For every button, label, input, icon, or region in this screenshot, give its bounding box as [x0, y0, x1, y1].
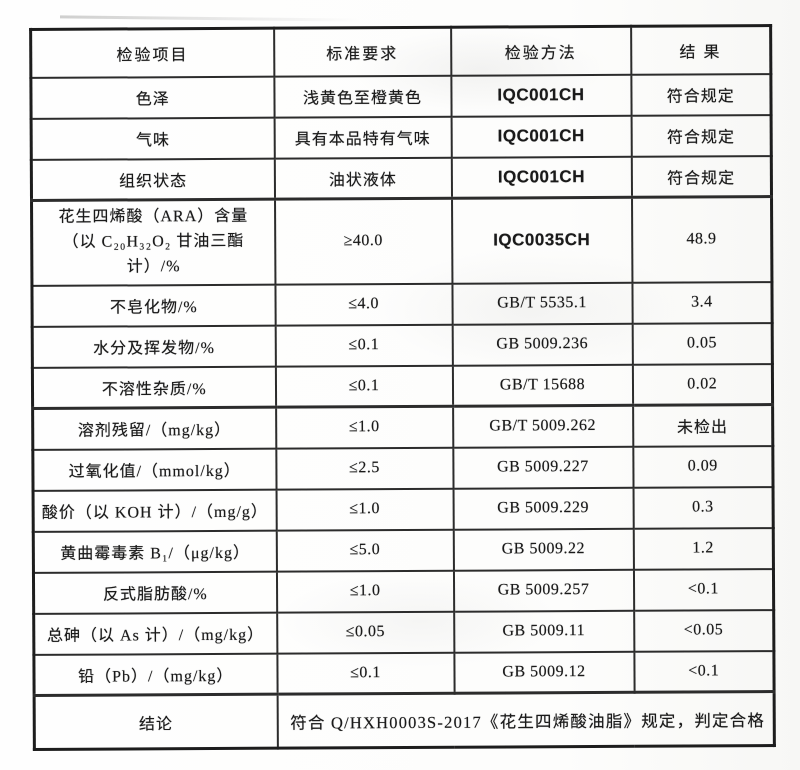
cell-method: GB 5009.229: [453, 487, 634, 530]
table-row: 气味 具有本品特有气味 IQC001CH 符合规定: [31, 114, 772, 160]
cell-result: <0.05: [633, 609, 774, 652]
cell-method: GB/T 5535.1: [451, 282, 633, 325]
cell-standard: 浅黄色至橙黄色: [273, 75, 452, 118]
cell-item: 黄曲霉毒素 B₁/（μg/kg）: [33, 530, 277, 573]
cell-method: IQC001CH: [451, 115, 632, 158]
cell-standard: 油状液体: [274, 157, 452, 200]
cell-standard: ≤1.0: [276, 488, 454, 531]
cell-standard: ≤0.1: [275, 324, 453, 367]
cell-item: 花生四烯酸（ARA）含量 （以 C₂₀H₃₂O₂ 甘油三酯计）/%: [31, 199, 275, 286]
cell-item: 铅（Pb）/（mg/kg）: [33, 653, 278, 696]
cell-result: 0.02: [632, 363, 773, 406]
cell-result: 符合规定: [631, 155, 772, 198]
cell-method: GB 5009.22: [453, 528, 634, 571]
conclusion-label: 结论: [34, 694, 278, 750]
cell-method: IQC001CH: [450, 74, 632, 117]
table-row: 不皂化物/% ≤4.0 GB/T 5535.1 3.4: [31, 281, 773, 327]
cell-item: 酸价（以 KOH 计）/（mg/g）: [33, 489, 277, 532]
cell-result: 0.09: [632, 445, 774, 488]
table-row: 色泽 浅黄色至橙黄色 IQC001CH 符合规定: [30, 73, 772, 119]
table-row: 花生四烯酸（ARA）含量 （以 C₂₀H₃₂O₂ 甘油三酯计）/% ≥40.0 …: [31, 196, 772, 286]
cell-item: 不皂化物/%: [31, 284, 276, 327]
scan-edge-shadow: [59, 15, 361, 22]
cell-method: GB 5009.12: [453, 651, 635, 694]
table-row: 过氧化值/（mmol/kg） ≤2.5 GB 5009.227 0.09: [32, 445, 774, 491]
header-method: 检验方法: [450, 26, 631, 76]
cell-item: 气味: [31, 117, 275, 160]
header-standard: 标准要求: [273, 27, 451, 77]
cell-result: 1.2: [633, 527, 774, 570]
cell-result: 符合规定: [631, 114, 772, 157]
table-row: 黄曲霉毒素 B₁/（μg/kg） ≤5.0 GB 5009.22 1.2: [33, 527, 774, 573]
cell-standard: ≤5.0: [276, 529, 454, 572]
table-row: 水分及挥发物/% ≤0.1 GB 5009.236 0.05: [32, 322, 773, 368]
cell-item: 组织状态: [31, 158, 275, 201]
table-row: 组织状态 油状液体 IQC001CH 符合规定: [31, 155, 772, 201]
cell-method: IQC0035CH: [451, 197, 632, 284]
cell-method: GB/T 15688: [452, 364, 633, 407]
cell-item: 水分及挥发物/%: [32, 325, 276, 368]
cell-method: GB 5009.227: [452, 446, 634, 489]
cell-item: 反式脂肪酸/%: [33, 571, 277, 614]
cell-standard: 具有本品特有气味: [274, 116, 452, 159]
table-row: 酸价（以 KOH 计）/（mg/g） ≤1.0 GB 5009.229 0.3: [33, 486, 774, 532]
item-line-2: （以 C₂₀H₃₂O₂ 甘油三酯计）/%: [62, 232, 245, 276]
cell-method: IQC001CH: [451, 156, 632, 199]
cell-method: GB 5009.236: [452, 323, 633, 366]
cell-item: 色泽: [30, 76, 275, 119]
table-row: 溶剂残留/（mg/kg） ≤1.0 GB/T 5009.262 未检出: [32, 404, 773, 450]
cell-result: <0.1: [633, 650, 775, 693]
cell-item: 不溶性杂质/%: [32, 366, 276, 409]
cell-result: <0.1: [633, 568, 774, 611]
table-row: 总砷（以 As 计）/（mg/kg） ≤0.05 GB 5009.11 <0.0…: [33, 609, 774, 655]
cell-standard: ≤2.5: [275, 447, 454, 490]
item-line-1: 花生四烯酸（ARA）含量: [58, 207, 249, 226]
cell-standard: ≤1.0: [275, 406, 453, 449]
cell-method: GB/T 5009.262: [452, 405, 633, 448]
header-result: 结 果: [630, 25, 771, 75]
table-row: 不溶性杂质/% ≤0.1 GB/T 15688 0.02: [32, 363, 773, 409]
cell-item: 过氧化值/（mmol/kg）: [32, 448, 277, 491]
inspection-report-table: 检验项目 标准要求 检验方法 结 果 色泽 浅黄色至橙黄色 IQC001CH 符…: [29, 24, 776, 751]
cell-standard: ≤1.0: [276, 570, 454, 613]
cell-method: GB 5009.11: [453, 610, 634, 653]
cell-method: GB 5009.257: [453, 569, 634, 612]
cell-result: 0.05: [632, 322, 773, 365]
conclusion-row: 结论 符合 Q/HXH0003S-2017《花生四烯酸油脂》规定，判定合格: [34, 691, 775, 750]
header-item: 检验项目: [30, 28, 274, 78]
cell-standard: ≥40.0: [274, 198, 452, 285]
cell-standard: ≤4.0: [274, 283, 453, 326]
cell-result: 未检出: [632, 404, 773, 447]
cell-item: 总砷（以 As 计）/（mg/kg）: [33, 612, 277, 655]
cell-result: 0.3: [633, 486, 774, 529]
conclusion-text: 符合 Q/HXH0003S-2017《花生四烯酸油脂》规定，判定合格: [277, 691, 775, 749]
cell-result: 48.9: [631, 196, 772, 283]
table-row: 铅（Pb）/（mg/kg） ≤0.1 GB 5009.12 <0.1: [33, 650, 775, 696]
cell-result: 符合规定: [630, 73, 772, 116]
table-row: 反式脂肪酸/% ≤1.0 GB 5009.257 <0.1: [33, 568, 774, 614]
cell-standard: ≤0.05: [276, 611, 454, 654]
cell-standard: ≤0.1: [276, 652, 455, 695]
cell-standard: ≤0.1: [275, 365, 453, 408]
table-header-row: 检验项目 标准要求 检验方法 结 果: [30, 25, 771, 78]
cell-item: 溶剂残留/（mg/kg）: [32, 407, 276, 450]
report-sheet: 检验项目 标准要求 检验方法 结 果 色泽 浅黄色至橙黄色 IQC001CH 符…: [29, 24, 776, 751]
cell-result: 3.4: [631, 281, 773, 324]
